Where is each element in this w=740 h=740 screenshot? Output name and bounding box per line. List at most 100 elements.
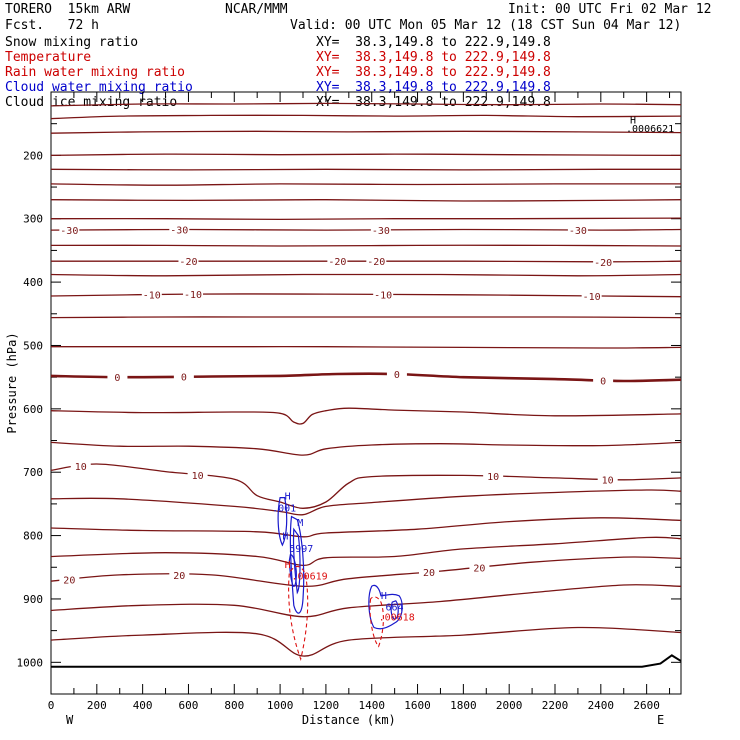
x-end-label-east: E — [657, 713, 664, 727]
isotherm-label-bg — [107, 371, 128, 384]
rain-water-label: .00618 — [379, 612, 415, 623]
cloud-water-contour — [292, 527, 301, 595]
rain-water-contour — [288, 565, 309, 662]
cloud-water-label: 5997 — [289, 544, 313, 555]
valid-time: Valid: 00 UTC Mon 05 Mar 12 (18 CST Sun … — [290, 18, 682, 33]
isotherm-label: 0 — [600, 376, 606, 387]
isotherm-label: -10 — [583, 292, 601, 303]
isotherm-group: -30 -30 -30 -30 -20 -20 -20 -20 -10 -10 -10 -10 0 0 0 0… — [51, 102, 681, 657]
isotherm-line — [51, 316, 681, 319]
isotherm-label: 10 — [192, 471, 204, 482]
rain-water-label: H — [285, 560, 291, 571]
isotherm-label-bg — [581, 289, 602, 302]
isotherm-label-bg — [178, 255, 199, 268]
isotherm-label-bg — [593, 374, 614, 387]
isotherm-label-bg — [70, 460, 91, 473]
x-tick-label: 2000 — [496, 699, 523, 712]
cloud-water-contour — [288, 553, 297, 587]
isotherm-line — [51, 407, 681, 425]
isotherm-line — [51, 228, 681, 231]
isotherm-label-bg — [419, 566, 439, 579]
cloud-water-contour — [390, 600, 399, 620]
y-tick-label: 600 — [23, 403, 43, 416]
y-tick-label: 1000 — [17, 656, 44, 669]
rain-water-label: .00619 — [292, 571, 328, 582]
isotherm-label-bg — [469, 561, 490, 574]
legend-temp-label: Temperature — [5, 50, 92, 65]
isotherm-line — [51, 463, 681, 509]
isotherm-label: 10 — [602, 475, 614, 486]
isotherm-line — [51, 489, 681, 516]
model-title: TORERO 15km ARW — [5, 2, 131, 17]
isotherm-label-bg — [370, 223, 391, 236]
isotherm-label: -20 — [367, 257, 385, 268]
isotherm-line — [51, 273, 681, 277]
legend-rain-label: Rain water mixing ratio — [5, 65, 186, 80]
y-tick-label: 400 — [23, 276, 43, 289]
legend-rain-xy: XY= 38.3,149.8 to 222.9,149.8 — [316, 65, 551, 80]
x-tick-label: 200 — [87, 699, 107, 712]
isotherm-label: 20 — [173, 571, 185, 582]
x-tick-label: 0 — [48, 699, 55, 712]
cloud-water-contour — [277, 497, 288, 547]
isotherm-label-bg — [597, 473, 618, 486]
isotherm-label-bg — [59, 224, 80, 237]
isotherm-label-bg — [327, 255, 348, 268]
cloud-water-label: H — [285, 491, 291, 502]
isotherm-label-bg — [169, 223, 190, 236]
x-tick-label: 1200 — [313, 699, 340, 712]
cloud-water-label: H — [282, 531, 288, 542]
legend-cloudwater-label: Cloud water mixing ratio — [5, 80, 193, 95]
x-tick-label: 800 — [224, 699, 244, 712]
snow-max-value: .0006621 — [626, 124, 674, 135]
y-tick-label: 300 — [23, 213, 43, 226]
y-axis-title: Pressure (hPa) — [5, 332, 19, 433]
isotherm-label: 0 — [181, 373, 187, 384]
legend-snow-label: Snow mixing ratio — [5, 35, 139, 50]
isotherm-label: 20 — [423, 568, 435, 579]
x-tick-label: 2600 — [633, 699, 660, 712]
x-tick-label: 600 — [179, 699, 199, 712]
rain-water-contour — [369, 596, 384, 648]
isotherm-line — [51, 168, 681, 171]
isotherm-label: -10 — [143, 291, 161, 302]
cloud-water-label: .001 — [272, 503, 296, 514]
isotherm-label-bg — [373, 288, 394, 301]
center-title: NCAR/MMM — [225, 2, 288, 17]
isotherm-label-bg — [567, 224, 588, 237]
legend-snow-xy: XY= 38.3,149.8 to 222.9,149.8 — [316, 35, 551, 50]
isotherm-line — [51, 244, 681, 247]
cloud-water-label: 664 — [385, 602, 403, 613]
isotherm-label: -20 — [594, 258, 612, 269]
x-tick-label: 400 — [133, 699, 153, 712]
isotherm-line — [51, 372, 681, 383]
isotherm-label: 10 — [487, 472, 499, 483]
legend-cloudice-xy: XY= 38.3,149.8 to 222.9,149.8 — [316, 95, 551, 110]
isotherm-line — [51, 130, 681, 134]
y-tick-label: 200 — [23, 149, 43, 162]
isotherm-label-bg — [483, 470, 504, 483]
ground-surface — [51, 654, 682, 668]
isotherm-label-bg — [187, 469, 208, 482]
isotherm-line — [51, 114, 681, 120]
x-end-label-west: W — [66, 713, 74, 727]
x-axis-title: Distance (km) — [302, 713, 396, 727]
isotherm-line — [51, 199, 681, 202]
x-tick-label: 2200 — [542, 699, 569, 712]
isotherm-label: -30 — [569, 226, 587, 237]
x-tick-label: 1000 — [267, 699, 294, 712]
legend-cloudwater-xy: XY= 38.3,149.8 to 222.9,149.8 — [316, 80, 551, 95]
snow-max-label: H — [630, 116, 636, 127]
isotherm-line — [51, 346, 681, 349]
isotherm-label-bg — [366, 255, 387, 268]
forecast-hour: Fcst. 72 h — [5, 18, 99, 33]
isotherm-label: 10 — [75, 462, 87, 473]
isotherm-line — [51, 584, 681, 618]
init-time: Init: 00 UTC Fri 02 Mar 12 — [508, 2, 712, 17]
y-tick-label: 500 — [23, 339, 43, 352]
x-tick-label: 1600 — [404, 699, 431, 712]
isotherm-label: -20 — [179, 257, 197, 268]
y-tick-label: 800 — [23, 530, 43, 543]
x-tick-label: 1400 — [358, 699, 385, 712]
